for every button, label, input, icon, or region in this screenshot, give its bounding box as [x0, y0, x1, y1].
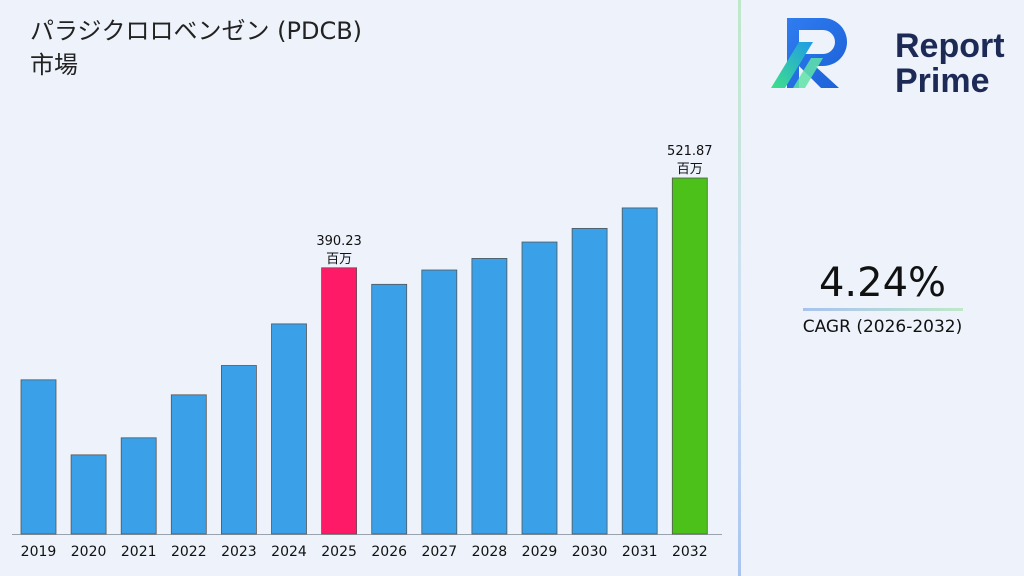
bar-2031: [621, 207, 658, 535]
x-tick-label-2031: 2031: [622, 544, 658, 560]
data-label-unit-2032: 百万: [677, 162, 703, 177]
chart-panel: パラジクロロベンゼン (PDCB) 市場 2019 2020 2021 2022 202…: [12, 17, 722, 560]
bar-2029: [521, 241, 558, 535]
brand-line-2: Prime: [895, 62, 990, 100]
x-tick-label-2032: 2032: [672, 544, 708, 560]
x-tick-label-2023: 2023: [221, 544, 257, 560]
x-tick-label-2027: 2027: [421, 544, 457, 560]
x-tick-label-2020: 2020: [71, 544, 107, 560]
data-label-unit-2025: 百万: [326, 252, 352, 267]
x-tick-label-2024: 2024: [271, 544, 307, 560]
bar-2019: [20, 379, 57, 535]
x-tick-label-2030: 2030: [572, 544, 608, 560]
report-prime-logo: Report Prime: [765, 14, 1005, 99]
x-tick-label-2028: 2028: [472, 544, 508, 560]
data-label-value-2032: 521.87: [667, 144, 713, 159]
x-tick-label-2019: 2019: [21, 544, 57, 560]
x-tick-label-2021: 2021: [121, 544, 157, 560]
report-prime-logo-icon: [771, 18, 847, 88]
cagr-value: 4.24%: [818, 260, 947, 306]
data-label-value-2025: 390.23: [316, 234, 362, 249]
bar-2032: [671, 177, 708, 535]
bar-2027: [421, 269, 458, 535]
side-panel: Report Prime 4.24% CAGR (2026-2032): [741, 0, 1024, 576]
brand-name: Report Prime: [895, 29, 1005, 99]
bar-2023: [220, 365, 257, 535]
x-tick-label-2022: 2022: [171, 544, 207, 560]
bar-2025: [321, 267, 358, 535]
bar-2028: [471, 258, 508, 535]
x-tick-label-2026: 2026: [371, 544, 407, 560]
panel-divider: [738, 0, 741, 576]
cagr-underline: [803, 308, 963, 311]
cagr-label: CAGR (2026-2032): [802, 317, 963, 337]
bar-chart: 2019 2020 2021 2022 2023 2024 2025 390.23 百万 2026…: [12, 144, 722, 560]
bar-2024: [271, 323, 307, 535]
bar-2021: [120, 437, 157, 535]
bar-2026: [371, 283, 408, 535]
x-tick-label-2029: 2029: [522, 544, 558, 560]
bar-2020: [70, 454, 107, 535]
brand-line-1: Report: [895, 27, 1005, 65]
bar-2030: [571, 227, 608, 535]
x-tick-label-2025: 2025: [321, 544, 357, 560]
bar-2022: [170, 394, 207, 535]
chart-title: パラジクロロベンゼン (PDCB) 市場: [30, 17, 363, 79]
